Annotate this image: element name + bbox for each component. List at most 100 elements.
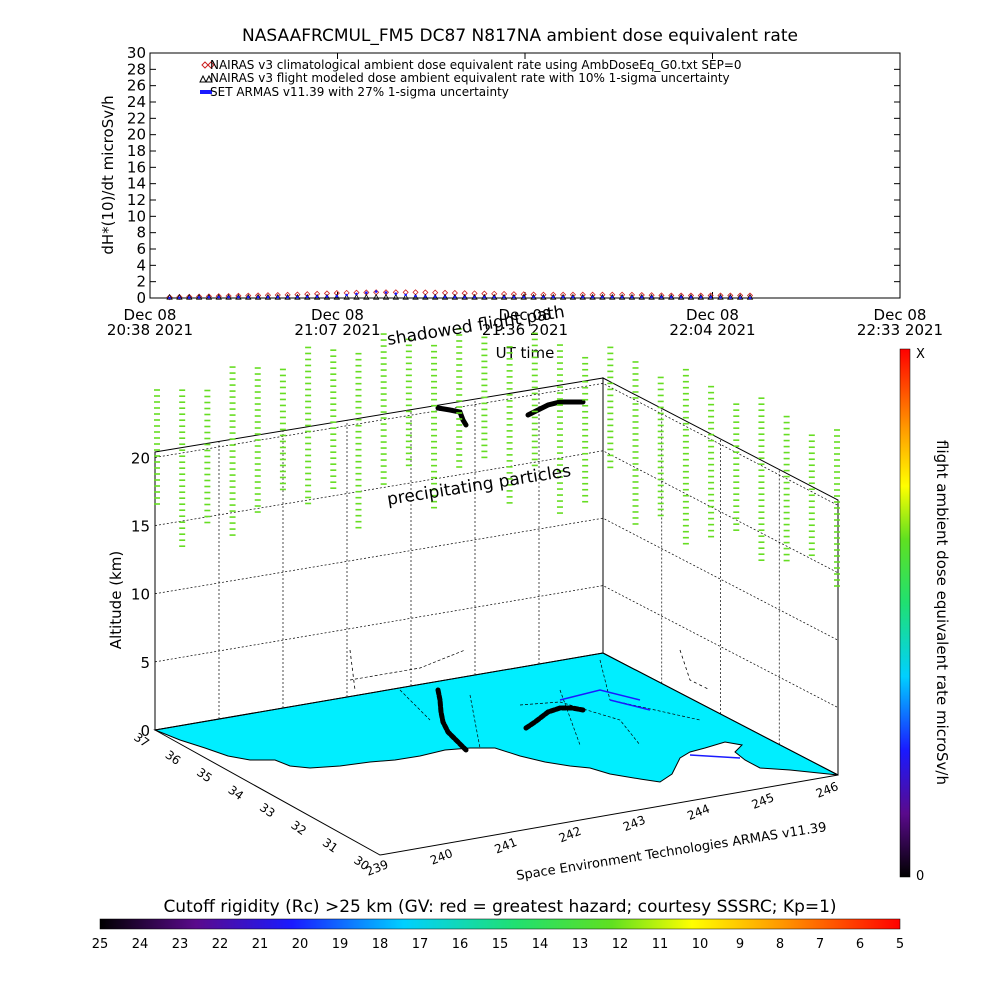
rigidity-tick-label: 14 xyxy=(532,937,549,952)
rigidity-colorbar: Cutoff rigidity (Rc) >25 km (GV: red = g… xyxy=(92,897,904,952)
data-point xyxy=(522,295,526,299)
flight-path-ground xyxy=(435,687,586,753)
rigidity-tick-label: 10 xyxy=(692,937,709,952)
y-tick-label: 20 xyxy=(127,126,146,144)
data-point xyxy=(601,295,604,299)
altitude-grid-line xyxy=(154,517,839,641)
data-point xyxy=(630,295,634,299)
data-point xyxy=(581,295,585,299)
legend-label-nairas-flight: NAIRAS v3 flight modeled dose ambient eq… xyxy=(210,71,730,85)
particle-column xyxy=(682,368,689,545)
data-point xyxy=(402,293,409,300)
particle-column xyxy=(783,415,790,562)
x-tick-label-date: Dec 08 xyxy=(874,306,927,324)
y-tick-label: 4 xyxy=(136,256,146,274)
altitude-tick-label: 0 xyxy=(140,722,150,740)
data-point xyxy=(195,293,203,300)
map-land-region xyxy=(153,652,839,783)
x-tick-label-time: 21:07 2021 xyxy=(294,321,380,339)
data-point xyxy=(461,290,468,297)
y-tick-label: 12 xyxy=(127,191,146,209)
data-point xyxy=(699,295,703,299)
latitude-tick-label: 32 xyxy=(288,818,309,838)
y-tick-label: 26 xyxy=(127,77,146,95)
data-point xyxy=(363,289,370,296)
longitude-tick-label: 242 xyxy=(557,824,583,846)
particle-column xyxy=(179,389,186,547)
data-point xyxy=(266,295,270,299)
legend-entry-nairas-climatological: NAIRAS v3 climatological ambient dose eq… xyxy=(201,58,742,72)
data-point xyxy=(246,295,250,299)
data-point xyxy=(392,293,400,300)
data-point xyxy=(237,295,240,299)
longitude-tick-label: 245 xyxy=(750,790,776,812)
timeseries-y-axis-label: dH*(10)/dt microSv/h xyxy=(99,95,117,254)
dose-colorbar: X 0 flight ambient dose equivalent rate … xyxy=(899,347,951,884)
data-point xyxy=(323,293,331,300)
data-point xyxy=(709,295,712,299)
data-point xyxy=(433,295,437,298)
rigidity-tick-label: 11 xyxy=(652,937,669,952)
data-point xyxy=(372,293,380,300)
data-point xyxy=(187,296,191,299)
y-tick-label: 18 xyxy=(127,142,146,160)
x-tick-label-time: 21:36 2021 xyxy=(482,321,568,339)
data-point xyxy=(286,295,289,299)
data-point xyxy=(650,295,653,299)
floor-back-edge xyxy=(154,652,604,731)
data-point xyxy=(176,293,183,300)
flight-path-dashed-overlay xyxy=(349,649,711,691)
rigidity-tick-label: 17 xyxy=(412,937,429,952)
rigidity-tick-label: 24 xyxy=(132,937,149,952)
data-point xyxy=(365,291,368,295)
data-point xyxy=(591,295,594,299)
particle-column xyxy=(431,344,438,509)
data-point xyxy=(363,293,370,300)
y-tick-label: 8 xyxy=(136,224,146,242)
data-point xyxy=(610,295,614,299)
data-point xyxy=(414,294,417,298)
rigidity-tick-label: 19 xyxy=(332,937,349,952)
data-point xyxy=(178,296,181,300)
timeseries-panel: NASAAFRCMUL_FM5 DC87 N817NA ambient dose… xyxy=(99,26,943,362)
coast-details xyxy=(559,689,741,759)
rigidity-tick-label: 16 xyxy=(452,937,469,952)
altitude-tick-label: 20 xyxy=(131,449,150,467)
particle-column xyxy=(481,336,488,459)
particle-column xyxy=(456,328,463,468)
data-point xyxy=(315,295,319,299)
data-point xyxy=(640,295,644,299)
latitude-tick-label: 34 xyxy=(226,783,247,803)
x-tick-label-date: Dec 08 xyxy=(686,306,739,324)
particle-column xyxy=(834,429,840,587)
data-point xyxy=(471,290,478,297)
y-tick-label: 16 xyxy=(127,158,146,176)
data-point xyxy=(197,296,201,299)
data-point xyxy=(669,295,673,299)
y-tick-label: 14 xyxy=(127,175,146,193)
data-point xyxy=(729,296,732,299)
legend: NAIRAS v3 climatological ambient dose eq… xyxy=(199,58,742,99)
particle-column xyxy=(355,352,362,529)
rigidity-tick-label: 23 xyxy=(172,937,189,952)
series-dot xyxy=(168,290,752,300)
data-point xyxy=(412,289,419,296)
data-point xyxy=(736,293,744,300)
x-tick-label-time: 22:04 2021 xyxy=(669,321,755,339)
data-point xyxy=(296,295,299,299)
latitude-tick-label: 36 xyxy=(163,748,184,768)
rigidity-tick-labels: 25 24 23 22 21 20 19 18 17 16 15 14 13 12 11 10 9 8 7 6 5 xyxy=(92,937,904,952)
rigidity-colorbar-gradient xyxy=(99,918,901,930)
data-point xyxy=(276,295,280,299)
y-tick-label: 22 xyxy=(127,109,146,127)
data-point xyxy=(748,296,752,300)
particle-column xyxy=(708,385,715,538)
data-point xyxy=(412,293,419,300)
data-point xyxy=(335,294,339,298)
timeseries-series xyxy=(166,289,754,301)
annotation-precipitating-particles: precipitating particles xyxy=(386,461,573,510)
altitude-tick-label: 10 xyxy=(131,586,150,604)
particle-column xyxy=(808,434,815,557)
